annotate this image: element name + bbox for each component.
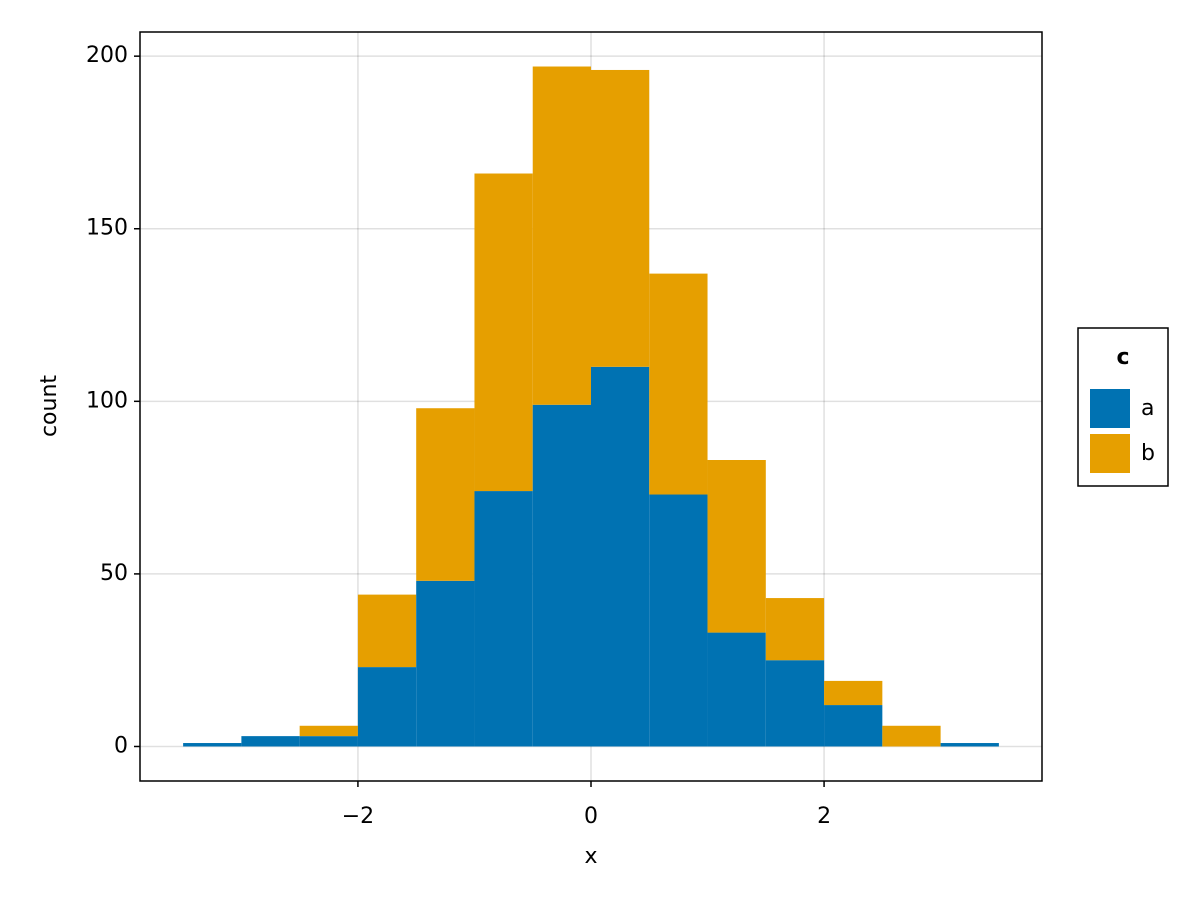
legend-title: c (1116, 345, 1129, 370)
legend-swatch (1090, 434, 1130, 473)
bar-segment (299, 725, 358, 737)
bar-segment (299, 736, 358, 747)
bar-segment (765, 660, 825, 747)
x-axis-label: x (584, 844, 597, 869)
bar-segment (765, 598, 825, 661)
bar-segment (532, 404, 591, 747)
bar-segment (824, 680, 883, 706)
y-tick-label: 100 (86, 388, 128, 413)
bar-segment (416, 580, 475, 747)
bar-segment (591, 366, 650, 747)
y-tick-label: 50 (100, 561, 128, 586)
x-tick-label: 0 (584, 804, 598, 829)
bar-segment (241, 736, 300, 747)
x-tick-label: 2 (817, 804, 831, 829)
legend-label: b (1141, 441, 1155, 466)
y-tick-label: 200 (86, 43, 128, 68)
legend: c ab (1077, 327, 1169, 487)
x-tick-label: −2 (342, 804, 374, 829)
bar-segment (357, 594, 417, 668)
bar-segment (940, 743, 999, 747)
bar-segment (474, 173, 533, 492)
legend-label: a (1141, 396, 1154, 421)
bar-segment (707, 460, 766, 633)
bar-segment (707, 632, 766, 747)
y-tick-label: 150 (86, 216, 128, 241)
bar-segment (591, 69, 650, 367)
bar-segment (824, 705, 883, 747)
bar-segment (474, 491, 533, 747)
bar-segment (357, 667, 417, 747)
bar-segment (649, 494, 708, 747)
bar-segment (416, 408, 475, 581)
bar-segment (649, 273, 708, 495)
y-axis-label: count (37, 375, 62, 437)
bars (183, 66, 999, 747)
legend-swatch (1090, 389, 1130, 428)
bar-segment (882, 725, 941, 747)
y-tick-label: 0 (114, 733, 128, 758)
bar-segment (532, 66, 591, 405)
bar-segment (183, 743, 242, 747)
